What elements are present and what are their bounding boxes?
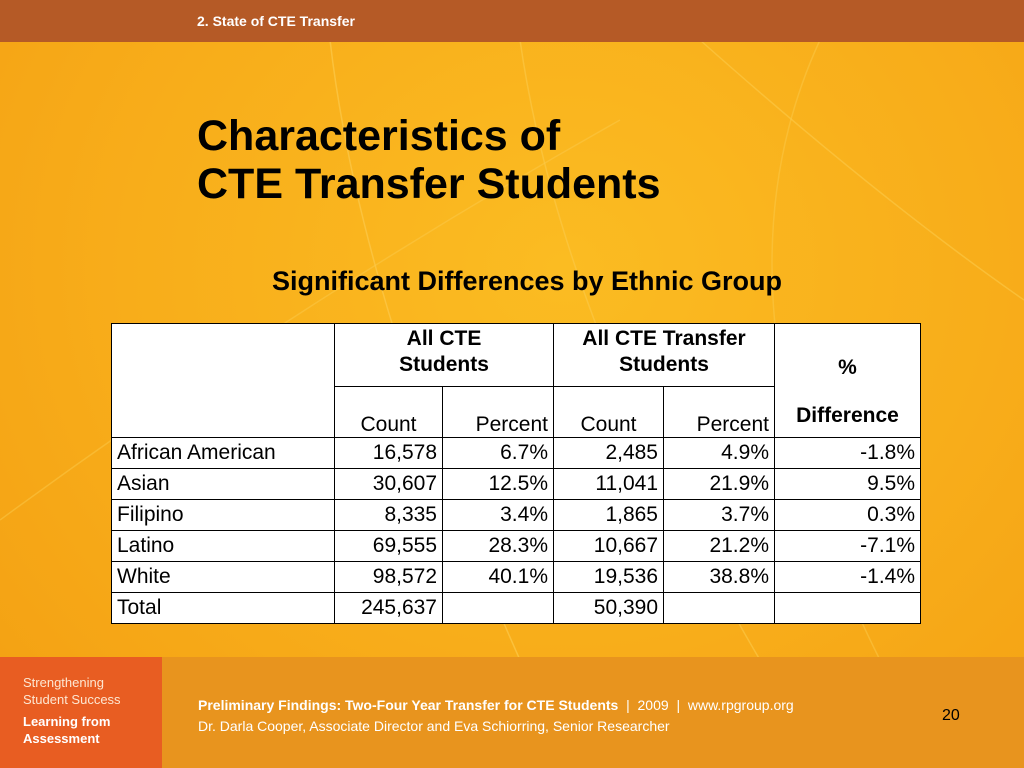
table-row: Latino 69,555 28.3% 10,667 21.2% -7.1% (111, 530, 921, 562)
title-line-1: Characteristics of (197, 112, 561, 160)
header-diff-line-1: % (838, 356, 857, 379)
transfer-percent: 21.9% (663, 468, 775, 500)
cte-count: 30,607 (334, 468, 443, 500)
logo-line-3: Learning from (23, 714, 111, 729)
cte-count: 8,335 (334, 499, 443, 531)
footer-logo: Strengthening Student Success Learning f… (0, 657, 162, 768)
logo-line-1: Strengthening (23, 675, 104, 690)
transfer-count: 2,485 (553, 437, 664, 469)
percent-difference: -1.8% (774, 437, 921, 469)
slide-subtitle: Significant Differences by Ethnic Group (271, 266, 783, 296)
cte-percent (442, 592, 554, 624)
percent-difference: 9.5% (774, 468, 921, 500)
transfer-percent: 4.9% (663, 437, 775, 469)
cte-percent: 40.1% (442, 561, 554, 593)
logo-line-2: Student Success (23, 692, 121, 707)
subheader-percent-1: Percent (442, 386, 554, 438)
table-row: Asian 30,607 12.5% 11,041 21.9% 9.5% (111, 468, 921, 500)
header-transfer-line-2: Students (619, 353, 709, 376)
row-label: White (111, 561, 335, 593)
header-diff-line-2: Difference (796, 404, 899, 427)
cte-percent: 28.3% (442, 530, 554, 562)
footer-bar (0, 657, 1024, 768)
transfer-count: 10,667 (553, 530, 664, 562)
subheader-percent-2: Percent (663, 386, 775, 438)
footer-title: Preliminary Findings: Two-Four Year Tran… (198, 697, 619, 713)
cte-count: 245,637 (334, 592, 443, 624)
header-blank-cell (111, 323, 335, 438)
percent-difference: 0.3% (774, 499, 921, 531)
section-label: 2. State of CTE Transfer (197, 13, 355, 29)
transfer-percent (663, 592, 775, 624)
cte-percent: 12.5% (442, 468, 554, 500)
cte-count: 16,578 (334, 437, 443, 469)
header-all-cte-students: All CTE Students (334, 323, 554, 387)
transfer-percent: 38.8% (663, 561, 775, 593)
cte-count: 69,555 (334, 530, 443, 562)
row-label: Latino (111, 530, 335, 562)
cte-percent: 3.4% (442, 499, 554, 531)
table-row: African American 16,578 6.7% 2,485 4.9% … (111, 437, 921, 469)
subheader-count-1: Count (334, 386, 443, 438)
ethnic-group-table: All CTE Students All CTE Transfer Studen… (111, 323, 921, 624)
header-transfer-line-1: All CTE Transfer (582, 327, 746, 350)
row-label: Asian (111, 468, 335, 500)
footer-meta: | 2009 | www.rpgroup.org (618, 697, 794, 713)
footer-title-line: Preliminary Findings: Two-Four Year Tran… (198, 697, 794, 713)
table-row: White 98,572 40.1% 19,536 38.8% -1.4% (111, 561, 921, 593)
percent-difference: -1.4% (774, 561, 921, 593)
transfer-count: 50,390 (553, 592, 664, 624)
row-label: African American (111, 437, 335, 469)
percent-difference: -7.1% (774, 530, 921, 562)
transfer-count: 19,536 (553, 561, 664, 593)
page-number: 20 (942, 707, 960, 724)
transfer-percent: 21.2% (663, 530, 775, 562)
header-all-cte-transfer-students: All CTE Transfer Students (553, 323, 775, 387)
table-subheader-row: Count Percent Count Percent (112, 386, 921, 438)
cte-count: 98,572 (334, 561, 443, 593)
footer-authors: Dr. Darla Cooper, Associate Director and… (198, 718, 670, 734)
transfer-count: 1,865 (553, 499, 664, 531)
slide-title: Characteristics of CTE Transfer Students (197, 112, 661, 208)
title-line-2: CTE Transfer Students (197, 160, 661, 208)
row-label: Total (111, 592, 335, 624)
table-header-row: All CTE Students All CTE Transfer Studen… (111, 323, 921, 438)
cte-percent: 6.7% (442, 437, 554, 469)
subheader-count-2: Count (553, 386, 664, 438)
row-label: Filipino (111, 499, 335, 531)
logo-line-4: Assessment (23, 731, 100, 746)
percent-difference (774, 592, 921, 624)
top-bar (0, 0, 1024, 42)
transfer-count: 11,041 (553, 468, 664, 500)
header-all-cte-line-1: All CTE (406, 327, 482, 350)
transfer-percent: 3.7% (663, 499, 775, 531)
table-row: Filipino 8,335 3.4% 1,865 3.7% 0.3% (111, 499, 921, 531)
table-row: Total 245,637 50,390 (111, 592, 921, 624)
header-percent-difference: % Difference (774, 323, 921, 438)
header-all-cte-line-2: Students (399, 353, 489, 376)
